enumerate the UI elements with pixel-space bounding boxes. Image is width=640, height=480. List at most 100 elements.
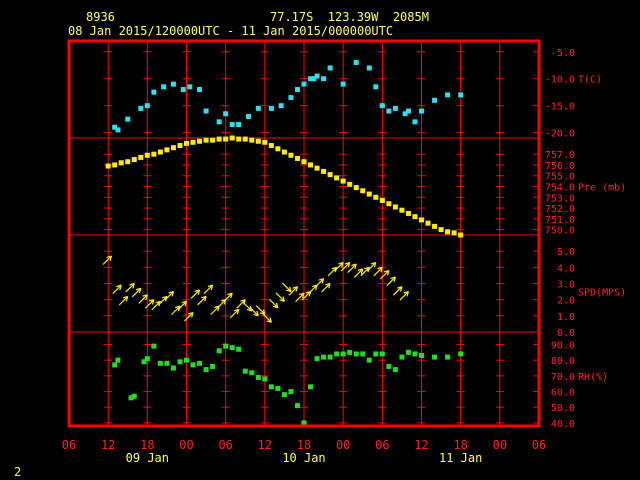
- x-tick-label: 18: [453, 438, 467, 452]
- humidity-point: [164, 360, 170, 366]
- temperature-tick-label: -20.0: [545, 129, 575, 140]
- pressure-point: [177, 143, 183, 149]
- temperature-tick-label: -15.0: [545, 102, 575, 113]
- wind-arrow: [366, 261, 377, 272]
- humidity-point: [131, 393, 137, 399]
- wind-arrow-head: [272, 305, 279, 309]
- wind-arrow-head: [399, 286, 403, 292]
- temperature-point: [187, 84, 193, 90]
- wind-arrow-head: [386, 270, 390, 276]
- wind-arrow: [125, 282, 135, 293]
- wind-arrow-shaft: [138, 294, 148, 304]
- wind-arrow: [164, 291, 175, 301]
- temperature-point: [223, 111, 229, 117]
- wind-arrow-shaft: [255, 305, 266, 315]
- wind-arrow: [144, 299, 155, 309]
- wind-arrow-head: [194, 289, 200, 292]
- temperature-point: [366, 65, 372, 71]
- humidity-point: [347, 349, 353, 355]
- temperature-point: [432, 97, 438, 103]
- pressure-point: [445, 229, 451, 235]
- wind-arrow-head: [155, 300, 161, 304]
- wind-arrow-shaft: [144, 299, 155, 309]
- humidity-point: [170, 365, 176, 371]
- wind-arrow-head: [347, 262, 351, 268]
- wind-arrow-head: [125, 296, 129, 302]
- pressure-point: [392, 204, 398, 210]
- wind-arrow-head: [383, 269, 390, 273]
- pressure-point: [262, 139, 268, 145]
- humidity-point: [268, 384, 274, 390]
- temperature-point: [327, 65, 333, 71]
- date-label: 10 Jan: [282, 451, 325, 465]
- wind-arrow-head: [373, 262, 377, 268]
- wind-arrow-shaft: [347, 263, 357, 274]
- temperature-point: [379, 103, 385, 109]
- wind-arrow: [184, 312, 194, 322]
- temperature-point: [445, 92, 451, 98]
- wind-arrow: [190, 289, 201, 299]
- wind-arrow-head: [181, 300, 187, 304]
- wind-arrow-head: [364, 266, 370, 270]
- chart-frame: [67, 39, 541, 428]
- wind-arrow: [177, 300, 188, 311]
- temperature-point: [144, 103, 150, 109]
- temperature-point: [268, 105, 274, 111]
- temperature-point: [115, 127, 121, 133]
- pressure-point: [438, 227, 444, 233]
- humidity-point: [366, 357, 372, 363]
- x-tick-label: 18: [140, 438, 154, 452]
- wind-arrow-shaft: [102, 255, 112, 265]
- wind-arrow-head: [354, 263, 357, 270]
- humidity-point: [327, 354, 333, 360]
- wind-arrow: [340, 261, 351, 272]
- wind-arrow-head: [282, 296, 285, 302]
- pressure-point: [216, 136, 222, 142]
- wind-arrow-shaft: [379, 270, 390, 280]
- wind-arrow-head: [236, 309, 240, 315]
- temperature-axis-label: T(C): [578, 75, 602, 86]
- humidity-point: [255, 374, 261, 380]
- humidity-tick-label: 90.0: [551, 341, 575, 352]
- humidity-point: [412, 351, 418, 357]
- wind-arrow-head: [325, 282, 331, 286]
- wind-arrow-shaft: [223, 292, 233, 303]
- wind-arrow: [295, 292, 305, 303]
- pressure-point: [275, 146, 281, 152]
- humidity-point: [379, 351, 385, 357]
- temperature-point: [151, 89, 157, 95]
- x-tick-label: 12: [258, 438, 272, 452]
- humidity-point: [112, 362, 118, 368]
- wind-arrow-head: [138, 288, 142, 294]
- wind-arrow-head: [295, 286, 299, 292]
- pressure-point: [144, 152, 150, 158]
- humidity-point: [373, 351, 379, 357]
- temperature-point: [112, 124, 118, 130]
- pressure-point: [242, 136, 248, 142]
- humidity-point: [334, 351, 340, 357]
- pressure-point: [451, 230, 457, 236]
- pressure-point: [164, 147, 170, 153]
- temperature-point: [419, 108, 424, 114]
- wind-arrow-shaft: [288, 286, 298, 296]
- time-period: 08 Jan 2015/120000UTC - 11 Jan 2015/0000…: [68, 24, 394, 38]
- wind-arrow-shaft: [131, 287, 142, 298]
- pressure-point: [236, 136, 242, 142]
- wind-tick-label: 1.0: [557, 312, 575, 323]
- wind-axis-label: SPD(MPS): [578, 288, 626, 299]
- pressure-point: [112, 162, 118, 168]
- pressure-point: [249, 137, 255, 143]
- wind-arrow-head: [403, 291, 409, 294]
- wind-arrow-shaft: [203, 284, 214, 295]
- pressure-point: [138, 154, 144, 160]
- wind-arrow-head: [292, 286, 298, 289]
- marks-layer: [102, 60, 464, 426]
- pressure-point: [432, 223, 438, 229]
- wind-arrow: [314, 278, 325, 288]
- wind-arrow: [138, 294, 148, 304]
- temperature-point: [402, 111, 408, 117]
- temperature-point: [125, 116, 131, 122]
- pressure-point: [288, 152, 294, 158]
- humidity-point: [360, 351, 366, 357]
- pressure-point: [334, 175, 340, 181]
